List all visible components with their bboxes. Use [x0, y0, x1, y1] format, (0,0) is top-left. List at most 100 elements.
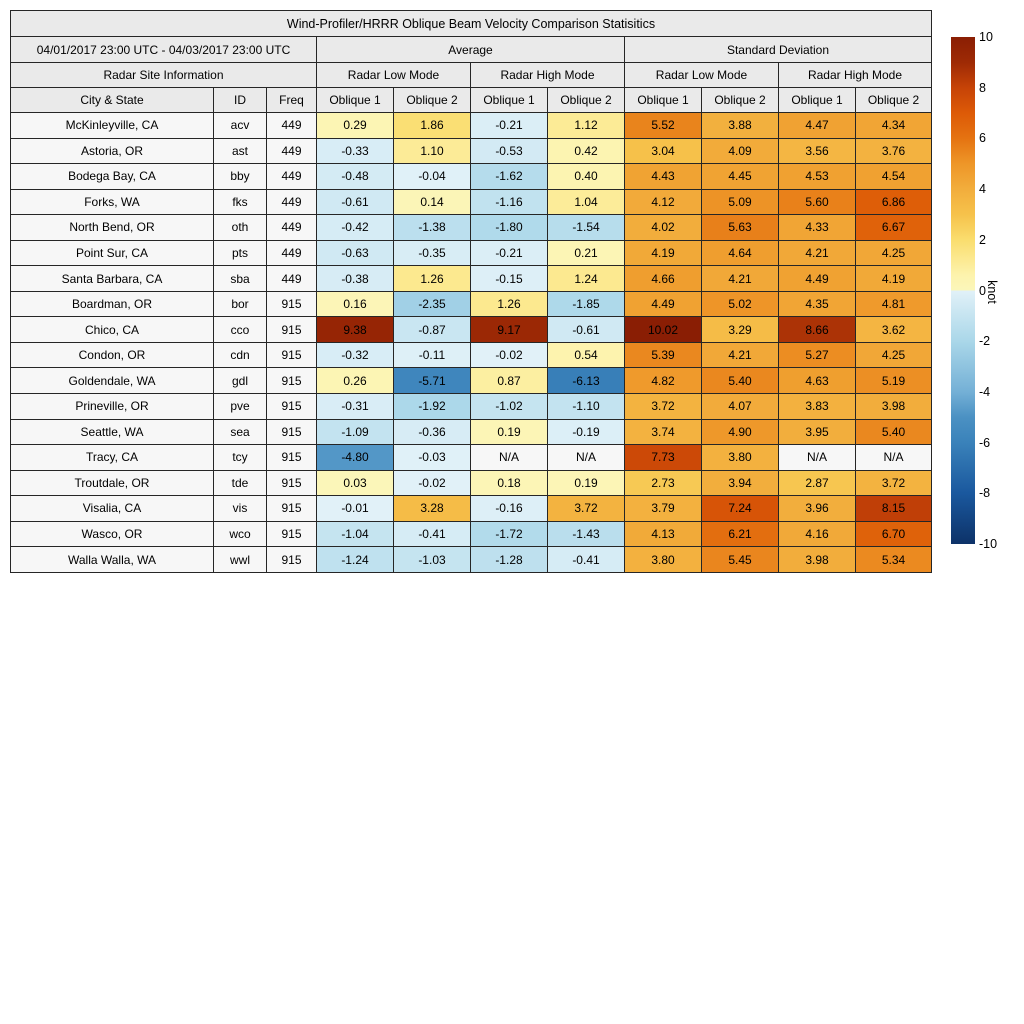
value-cell: 5.19 [855, 367, 932, 395]
value-cell: -0.61 [547, 316, 625, 343]
value-cell: -2.35 [393, 290, 471, 318]
col-header: Freq [266, 87, 317, 113]
freq-cell: 915 [266, 290, 317, 318]
table-row: Walla Walla, WA wwl 915 -1.24 -1.03 -1.28 -0.4… [10, 546, 932, 573]
value-cell: 3.29 [701, 316, 779, 343]
value-cell: -1.72 [470, 520, 548, 548]
value-cell: -0.32 [316, 341, 394, 369]
value-cell: 0.14 [393, 188, 471, 216]
col-header: Oblique 1 [316, 87, 394, 113]
value-cell: -1.09 [316, 418, 394, 446]
value-cell: -0.03 [393, 444, 471, 471]
value-cell: -0.38 [316, 265, 394, 292]
colorbar-tick-label: -2 [979, 334, 991, 349]
col-header: Oblique 2 [393, 87, 471, 113]
value-cell: 3.72 [547, 495, 625, 522]
freq-cell: 915 [266, 393, 317, 420]
value-cell: -0.53 [470, 137, 548, 165]
city-cell: Bodega Bay, CA [10, 163, 214, 190]
value-cell: -0.31 [316, 393, 394, 420]
city-cell: Walla Walla, WA [10, 546, 214, 573]
table-row: Bodega Bay, CA bby 449 -0.48 -0.04 -1.62 0.40 4… [10, 163, 932, 190]
value-cell: 0.16 [316, 290, 394, 318]
value-cell: N/A [855, 444, 932, 471]
value-cell: 5.52 [624, 112, 702, 139]
value-cell: -1.10 [547, 393, 625, 420]
table-row: Point Sur, CA pts 449 -0.63 -0.35 -0.21 0.21 4.… [10, 239, 932, 267]
city-cell: Santa Barbara, CA [10, 265, 214, 292]
value-cell: -4.80 [316, 444, 394, 471]
value-cell: -0.35 [393, 239, 471, 267]
city-cell: Prineville, OR [10, 393, 214, 420]
value-cell: 9.17 [470, 316, 548, 343]
value-cell: 5.39 [624, 341, 702, 369]
city-cell: Forks, WA [10, 188, 214, 216]
value-cell: -1.62 [470, 163, 548, 190]
value-cell: -0.61 [316, 188, 394, 216]
value-cell: -1.03 [393, 546, 471, 573]
colorbar-tick-label: 6 [979, 131, 986, 146]
date-range: 04/01/2017 23:00 UTC - 04/03/2017 23:00 … [10, 36, 317, 63]
colorbar-tick-label: 10 [979, 30, 993, 44]
id-cell: acv [213, 112, 267, 139]
value-cell: 3.98 [778, 546, 856, 573]
col-header: Oblique 2 [547, 87, 625, 113]
value-cell: 3.94 [701, 469, 779, 497]
city-cell: Condon, OR [10, 341, 214, 369]
value-cell: 5.09 [701, 188, 779, 216]
table-row: Tracy, CA tcy 915 -4.80 -0.03 N/A N/A 7.73 3.80 N… [10, 444, 932, 471]
value-cell: 4.63 [778, 367, 856, 395]
id-cell: pts [213, 239, 267, 267]
table-row: Wasco, OR wco 915 -1.04 -0.41 -1.72 -1.43 4.13 6… [10, 520, 932, 548]
id-cell: ast [213, 137, 267, 165]
value-cell: 1.86 [393, 112, 471, 139]
value-cell: 5.27 [778, 341, 856, 369]
value-cell: 3.76 [855, 137, 932, 165]
value-cell: 3.95 [778, 418, 856, 446]
value-cell: 1.04 [547, 188, 625, 216]
value-cell: 4.54 [855, 163, 932, 190]
value-cell: 4.21 [701, 265, 779, 292]
value-cell: 5.60 [778, 188, 856, 216]
value-cell: -0.42 [316, 214, 394, 241]
value-cell: 6.86 [855, 188, 932, 216]
id-cell: tde [213, 469, 267, 497]
value-cell: 4.13 [624, 520, 702, 548]
col-header: ID [213, 87, 267, 113]
value-cell: 3.80 [624, 546, 702, 573]
value-cell: -0.01 [316, 495, 394, 522]
value-cell: 1.24 [547, 265, 625, 292]
value-cell: -1.16 [470, 188, 548, 216]
id-cell: sba [213, 265, 267, 292]
city-cell: Troutdale, OR [10, 469, 214, 497]
value-cell: N/A [547, 444, 625, 471]
freq-cell: 915 [266, 341, 317, 369]
value-cell: -1.80 [470, 214, 548, 241]
id-cell: bor [213, 290, 267, 318]
value-cell: 4.49 [624, 290, 702, 318]
value-cell: 3.83 [778, 393, 856, 420]
freq-cell: 449 [266, 163, 317, 190]
col-header: Oblique 1 [470, 87, 548, 113]
city-cell: Seattle, WA [10, 418, 214, 446]
value-cell: 4.81 [855, 290, 932, 318]
freq-cell: 449 [266, 112, 317, 139]
value-cell: -0.16 [470, 495, 548, 522]
freq-cell: 449 [266, 239, 317, 267]
value-cell: 4.33 [778, 214, 856, 241]
city-cell: Boardman, OR [10, 290, 214, 318]
id-cell: bby [213, 163, 267, 190]
value-cell: 3.74 [624, 418, 702, 446]
value-cell: 0.03 [316, 469, 394, 497]
value-cell: 4.35 [778, 290, 856, 318]
value-cell: 6.70 [855, 520, 932, 548]
table-row: Seattle, WA sea 915 -1.09 -0.36 0.19 -0.19 3.74… [10, 418, 932, 446]
table-row: Santa Barbara, CA sba 449 -0.38 1.26 -0.15 1.2… [10, 265, 932, 292]
value-cell: 3.98 [855, 393, 932, 420]
value-cell: -0.21 [470, 239, 548, 267]
value-cell: 5.40 [855, 418, 932, 446]
value-cell: 4.34 [855, 112, 932, 139]
city-cell: McKinleyville, CA [10, 112, 214, 139]
value-cell: 2.87 [778, 469, 856, 497]
value-cell: 4.09 [701, 137, 779, 165]
